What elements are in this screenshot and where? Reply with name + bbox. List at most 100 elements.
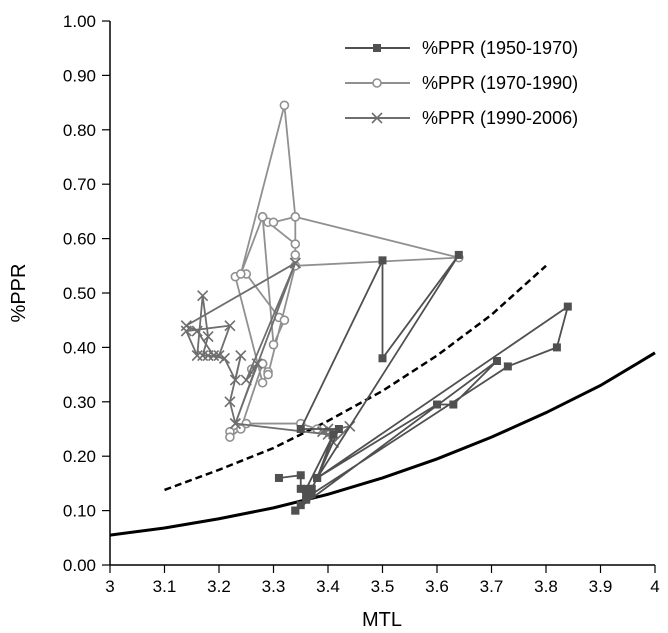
y-tick-label: 0.50: [63, 284, 96, 303]
data-point: [213, 349, 225, 362]
data-point: [225, 432, 235, 442]
data-point: [180, 325, 192, 337]
legend-marker: [372, 78, 382, 88]
data-point: [334, 425, 343, 433]
legend-entry: %PPR (1950-1970): [345, 38, 578, 58]
data-point: [236, 269, 246, 279]
data-point: [218, 352, 231, 364]
data-point: [290, 250, 301, 260]
data-point: [202, 330, 214, 343]
data-point: [207, 349, 220, 362]
x-tick-label: 3.9: [589, 577, 613, 596]
data-point: [302, 493, 311, 501]
x-axis-title: MTL: [362, 609, 402, 631]
y-tick-label: 0.40: [63, 338, 96, 357]
reference-curves: [109, 264, 656, 537]
legend-marker: [373, 44, 381, 52]
data-point: [257, 377, 268, 388]
data-point: [290, 212, 301, 222]
data-point: [290, 239, 301, 249]
y-tick-label: 0.10: [63, 502, 96, 521]
data-point: [454, 250, 463, 259]
data-point: [224, 396, 236, 408]
x-tick-label: 4: [650, 577, 659, 596]
data-point: [279, 100, 290, 111]
series-2: [180, 257, 356, 449]
data-point: [289, 257, 301, 269]
y-tick-label: 0.00: [63, 556, 96, 575]
series-line: [185, 262, 351, 444]
y-tick-label: 0.30: [63, 393, 96, 412]
y-tick-label: 1.00: [63, 12, 96, 31]
data-point: [296, 501, 305, 510]
data-point: [240, 374, 252, 386]
data-point: [202, 349, 214, 362]
data-point: [268, 339, 279, 350]
legend-entry: %PPR (1990-2006): [345, 108, 578, 128]
y-tick-label: 0.70: [63, 175, 96, 194]
data-point: [191, 325, 203, 337]
legend: %PPR (1950-1970) %PPR (1970-1990) %PPR (19…: [345, 38, 578, 128]
data-point: [563, 302, 572, 311]
legend-label: %PPR (1950-1970): [422, 38, 578, 58]
legend-label: %PPR (1970-1990): [422, 73, 578, 93]
x-tick-label: 3.4: [316, 577, 340, 596]
data-point: [307, 490, 316, 499]
data-point: [296, 484, 305, 493]
data-point: [224, 320, 236, 332]
data-point: [235, 349, 247, 362]
data-point: [180, 320, 192, 332]
x-tick-label: 3.1: [153, 577, 177, 596]
data-point: [197, 349, 209, 362]
x-tick-label: 3: [105, 577, 114, 596]
data-point: [291, 506, 300, 515]
y-tick-label: 0.20: [63, 447, 96, 466]
data-point: [329, 430, 338, 439]
data-series: [180, 100, 572, 515]
legend-entry: %PPR (1970-1990): [345, 73, 578, 93]
y-tick-label: 0.90: [63, 66, 96, 85]
data-point: [251, 358, 263, 370]
data-point: [378, 354, 387, 363]
data-point: [296, 471, 305, 480]
y-tick-label: 0.60: [63, 230, 96, 249]
y-ticks: 0.00 0.10 0.20 0.30 0.40 0.50 0.60 0.70 0.80 0.90…: [63, 12, 110, 575]
data-point: [257, 212, 268, 222]
x-tick-label: 3.6: [425, 577, 449, 596]
series-1: [225, 100, 464, 442]
data-point: [296, 425, 305, 433]
data-point: [378, 256, 387, 265]
data-point: [279, 315, 290, 326]
data-point: [197, 290, 209, 302]
data-point: [449, 400, 458, 409]
y-axis-title: %PPR: [8, 264, 30, 323]
x-tick-label: 3.8: [534, 577, 558, 596]
data-point: [274, 473, 283, 482]
solid-curve: [109, 351, 656, 537]
x-tick-label: 3.3: [262, 577, 286, 596]
series-0: [274, 250, 572, 515]
series-line: [278, 254, 569, 512]
data-point: [433, 400, 441, 409]
data-point: [302, 484, 311, 493]
y-tick-label: 0.80: [63, 121, 96, 140]
data-point: [263, 369, 273, 380]
x-tick-label: 3.5: [371, 577, 395, 596]
data-point: [191, 349, 203, 362]
legend-label: %PPR (1990-2006): [422, 108, 578, 128]
data-point: [552, 343, 561, 352]
data-point: [307, 484, 316, 493]
data-point: [503, 362, 512, 371]
dashed-curve: [164, 264, 547, 492]
data-point: [268, 217, 279, 228]
x-tick-label: 3.2: [207, 577, 231, 596]
x-tick-label: 3.7: [480, 577, 504, 596]
x-ticks: 3 3.1 3.2 3.3 3.4 3.5 3.6 3.7 3.8 3.9 4: [105, 565, 660, 596]
data-point: [492, 357, 501, 365]
data-point: [229, 417, 241, 430]
data-point: [229, 374, 241, 386]
data-point: [313, 473, 322, 482]
legend-marker: [371, 112, 383, 124]
series-line: [228, 104, 460, 439]
